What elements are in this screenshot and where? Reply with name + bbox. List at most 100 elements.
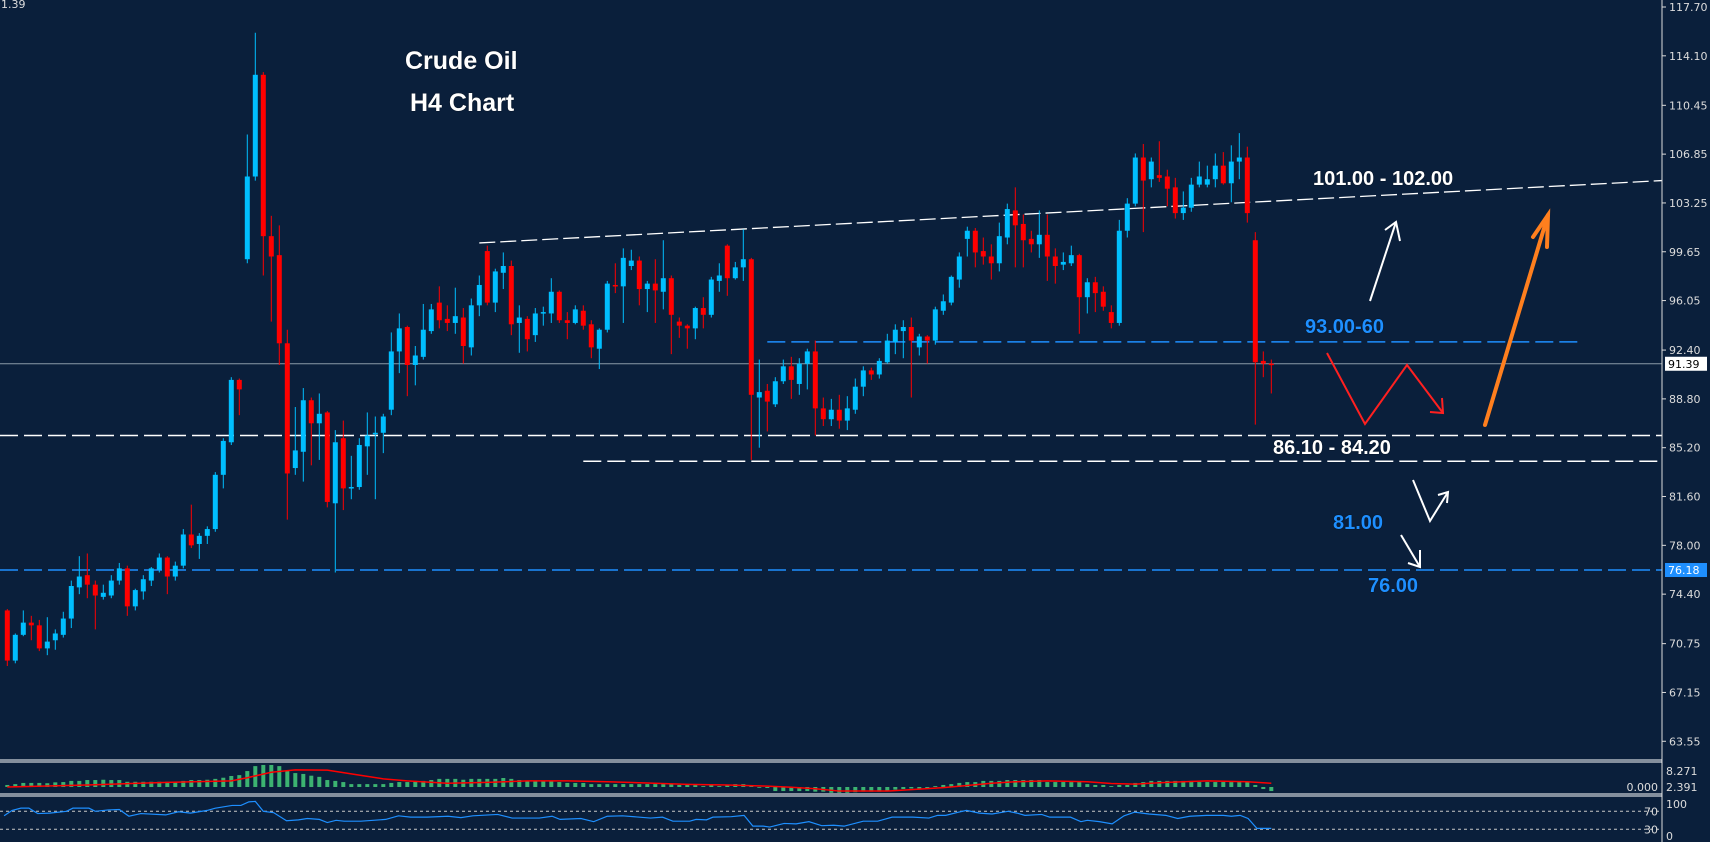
candle-body bbox=[396, 328, 402, 352]
candle-body bbox=[636, 260, 642, 290]
candle-body bbox=[380, 416, 386, 433]
bullish-candle bbox=[316, 393, 322, 460]
candle-body bbox=[732, 267, 738, 279]
bullish-candle bbox=[396, 313, 402, 374]
bullish-candle bbox=[916, 333, 922, 356]
bullish-candle bbox=[420, 303, 426, 360]
candle-body bbox=[1260, 360, 1266, 364]
bullish-candle bbox=[932, 306, 938, 345]
bearish-candle bbox=[748, 257, 754, 460]
macd-histogram-bar bbox=[93, 780, 98, 787]
bullish-candle bbox=[300, 388, 306, 482]
candle-body bbox=[1220, 165, 1226, 184]
macd-histogram-bar bbox=[565, 782, 570, 787]
bearish-candle bbox=[1260, 351, 1266, 378]
macd-histogram-bar bbox=[237, 775, 242, 787]
candle-body bbox=[300, 400, 306, 452]
macd-histogram-bar bbox=[205, 779, 210, 787]
bearish-candle bbox=[588, 320, 594, 359]
price-tick-label: 74.40 bbox=[1669, 588, 1701, 601]
bullish-candle bbox=[756, 359, 762, 448]
bearish-candle bbox=[764, 383, 770, 432]
rsi-panel: 100 70 30 0 bbox=[0, 798, 1687, 842]
candle-body bbox=[36, 625, 42, 649]
bullish-candle bbox=[196, 533, 202, 559]
resistance-trendline bbox=[479, 179, 1663, 244]
candle-body bbox=[52, 633, 58, 641]
macd-histogram-bar bbox=[669, 784, 674, 787]
candle-body bbox=[1028, 238, 1034, 245]
candle-body bbox=[356, 444, 362, 488]
macd-histogram-bar bbox=[1101, 784, 1106, 787]
bullish-candle bbox=[332, 430, 338, 573]
bearish-candle bbox=[260, 72, 266, 276]
macd-histogram-bar bbox=[397, 782, 402, 787]
macd-histogram-bar bbox=[685, 784, 690, 787]
macd-histogram-bar bbox=[493, 778, 498, 787]
candle-body bbox=[1052, 256, 1058, 266]
bearish-candle bbox=[724, 244, 730, 296]
macd-histogram-bar bbox=[557, 782, 562, 787]
white-bounce-arrow-icon bbox=[1412, 479, 1450, 524]
macd-histogram-bar bbox=[997, 780, 1002, 787]
candle-body bbox=[1252, 240, 1258, 363]
macd-histogram-bar bbox=[725, 784, 730, 787]
macd-histogram-bar bbox=[765, 787, 770, 789]
bearish-candle bbox=[1268, 359, 1274, 394]
candle-body bbox=[236, 379, 242, 390]
bearish-candle bbox=[972, 228, 978, 268]
annotation-81-level: 81.00 bbox=[1333, 512, 1384, 534]
candle-body bbox=[700, 308, 706, 315]
candle-body bbox=[1060, 261, 1066, 265]
bullish-candle bbox=[364, 412, 370, 475]
bearish-candle bbox=[1092, 276, 1098, 313]
bullish-candle bbox=[204, 526, 210, 544]
white-down-arrow-icon bbox=[1400, 534, 1421, 569]
bullish-candle bbox=[500, 252, 506, 290]
macd-histogram-bar bbox=[701, 786, 706, 787]
candle-body bbox=[1236, 157, 1242, 162]
price-highlight-box bbox=[1665, 563, 1707, 578]
candle-body bbox=[612, 284, 618, 287]
macd-histogram-bar bbox=[1077, 782, 1082, 787]
bullish-candle bbox=[1148, 157, 1154, 188]
bullish-candle bbox=[76, 556, 82, 595]
macd-histogram-bar bbox=[5, 784, 10, 787]
bearish-candle bbox=[924, 335, 930, 364]
bullish-candle bbox=[228, 377, 234, 445]
macd-histogram-bar bbox=[1037, 780, 1042, 787]
candle-body bbox=[1044, 234, 1050, 257]
macd-histogram-bar bbox=[261, 764, 266, 787]
macd-histogram-bar bbox=[1261, 787, 1266, 790]
price-tick-label: 117.70 bbox=[1669, 1, 1708, 14]
bullish-candle bbox=[252, 32, 258, 181]
price-tick-label: 103.25 bbox=[1669, 197, 1708, 210]
bearish-candle bbox=[812, 340, 818, 436]
candle-body bbox=[100, 592, 106, 597]
macd-histogram-bar bbox=[317, 776, 322, 787]
candle-body bbox=[532, 313, 538, 336]
macd-histogram-bar bbox=[173, 781, 178, 787]
bullish-candle bbox=[108, 575, 114, 599]
macd-histogram-bar bbox=[165, 781, 170, 787]
candle-body bbox=[404, 327, 410, 365]
macd-signal-line bbox=[7, 769, 1272, 792]
candle-body bbox=[964, 230, 970, 239]
price-highlight-box bbox=[1665, 356, 1707, 371]
candle-body bbox=[764, 390, 770, 402]
candle-body bbox=[1228, 161, 1234, 184]
macd-histogram-bar bbox=[509, 778, 514, 787]
bearish-candle bbox=[1220, 152, 1226, 185]
candle-body bbox=[1244, 157, 1250, 214]
macd-histogram-bar bbox=[1133, 782, 1138, 787]
candle-body bbox=[276, 255, 282, 344]
macd-histogram-bar bbox=[293, 773, 298, 787]
candle-body bbox=[412, 355, 418, 365]
macd-histogram-bar bbox=[789, 787, 794, 792]
candle-body bbox=[484, 251, 490, 303]
macd-histogram-bar bbox=[13, 784, 18, 787]
candle-body bbox=[628, 260, 634, 266]
macd-histogram-bar bbox=[573, 782, 578, 787]
candle-body bbox=[20, 622, 26, 635]
